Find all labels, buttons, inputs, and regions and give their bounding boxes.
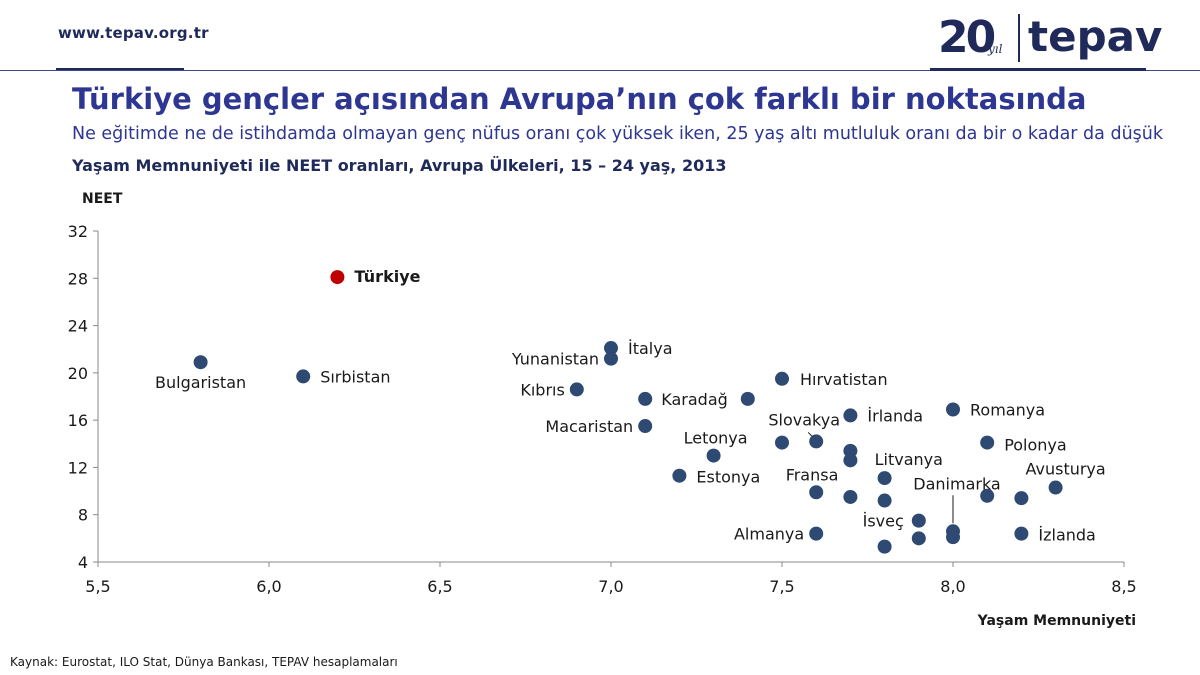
- point-label: Sırbistan: [320, 367, 390, 386]
- point-label: Türkiye: [354, 267, 420, 286]
- point-label: Danimarka: [913, 474, 1000, 493]
- data-point: [877, 493, 892, 508]
- data-point: [569, 382, 584, 397]
- data-point: [843, 408, 858, 423]
- point-label: Estonya: [696, 468, 760, 487]
- data-point: [638, 419, 653, 434]
- x-tick-label: 7,0: [598, 577, 623, 596]
- point-label: Almanya: [734, 525, 804, 544]
- point-label: Hırvatistan: [800, 370, 888, 389]
- y-tick-label: 20: [68, 364, 88, 383]
- source-note: Kaynak: Eurostat, ILO Stat, Dünya Bankas…: [10, 655, 398, 669]
- page-subtitle: Ne eğitimde ne de istihdamda olmayan gen…: [72, 124, 1163, 144]
- y-tick-label: 8: [78, 506, 88, 525]
- y-tick-label: 4: [78, 553, 88, 572]
- data-point: [980, 435, 995, 450]
- x-tick-label: 7,5: [769, 577, 794, 596]
- point-label: Macaristan: [545, 417, 633, 436]
- point-label: Romanya: [970, 401, 1045, 420]
- data-point: [706, 448, 721, 463]
- point-label: İzlanda: [1038, 526, 1095, 545]
- x-tick-label: 5,5: [85, 577, 110, 596]
- y-tick-label: 16: [68, 411, 88, 430]
- y-tick-label: 32: [68, 222, 88, 241]
- point-label: Yunanistan: [511, 350, 599, 369]
- logo-underline: [930, 68, 1146, 71]
- logo-divider: [1018, 14, 1020, 62]
- x-tick-label: 8,0: [940, 577, 965, 596]
- y-tick-label: 28: [68, 269, 88, 288]
- logo-name: tepav: [1028, 12, 1163, 61]
- site-url[interactable]: www.tepav.org.tr: [58, 24, 209, 42]
- data-point: [809, 434, 824, 449]
- data-point: [877, 539, 892, 554]
- chart-title: Yaşam Memnuniyeti ile NEET oranları, Avr…: [72, 156, 727, 175]
- point-label: İrlanda: [867, 406, 923, 425]
- y-axis-title: NEET: [82, 191, 123, 207]
- x-tick-label: 6,0: [256, 577, 281, 596]
- data-point: [809, 526, 824, 541]
- data-point: [193, 355, 208, 370]
- data-point: [911, 513, 926, 528]
- point-label: Kıbrıs: [520, 380, 564, 399]
- data-point: [638, 391, 653, 406]
- data-point: [740, 391, 755, 406]
- highlight-point: [330, 270, 345, 285]
- point-label: Slovakya: [768, 410, 840, 429]
- data-point: [296, 369, 311, 384]
- data-point: [843, 453, 858, 468]
- point-label: İsveç: [863, 512, 904, 531]
- url-underline: [56, 68, 184, 71]
- point-label: Avusturya: [1025, 460, 1105, 479]
- point-label: Letonya: [684, 429, 748, 448]
- data-point: [980, 488, 995, 503]
- x-axis-title: Yaşam Memnuniyeti: [977, 613, 1136, 629]
- y-tick-label: 12: [68, 458, 88, 477]
- data-point: [604, 351, 618, 366]
- point-label: İtalya: [628, 339, 673, 358]
- x-tick-label: 8,5: [1111, 577, 1136, 596]
- data-point: [843, 489, 858, 504]
- data-point: [809, 485, 824, 500]
- data-point: [672, 468, 687, 483]
- page-title: Türkiye gençler açısından Avrupa’nın çok…: [72, 82, 1087, 116]
- data-point: [1014, 526, 1029, 541]
- point-label: Fransa: [786, 465, 839, 484]
- point-label: Karadağ: [661, 390, 728, 409]
- point-label: Bulgaristan: [155, 373, 246, 392]
- tepav-logo: 20 yıl tepav: [930, 6, 1162, 70]
- point-label: Polonya: [1004, 436, 1067, 455]
- data-point: [946, 530, 960, 545]
- data-point: [1014, 491, 1029, 506]
- data-point: [604, 341, 618, 356]
- data-point: [775, 371, 789, 386]
- data-point: [775, 435, 789, 450]
- data-point: [911, 531, 926, 546]
- logo-anniversary-suffix: yıl: [988, 42, 1003, 56]
- logo-anniversary-number: 20: [938, 12, 996, 63]
- y-tick-label: 24: [68, 317, 88, 336]
- header-rule: [0, 70, 1200, 71]
- data-point: [877, 471, 892, 486]
- data-point: [946, 402, 960, 417]
- x-tick-label: 6,5: [427, 577, 452, 596]
- data-point: [1048, 480, 1063, 495]
- point-label: Litvanya: [875, 450, 943, 469]
